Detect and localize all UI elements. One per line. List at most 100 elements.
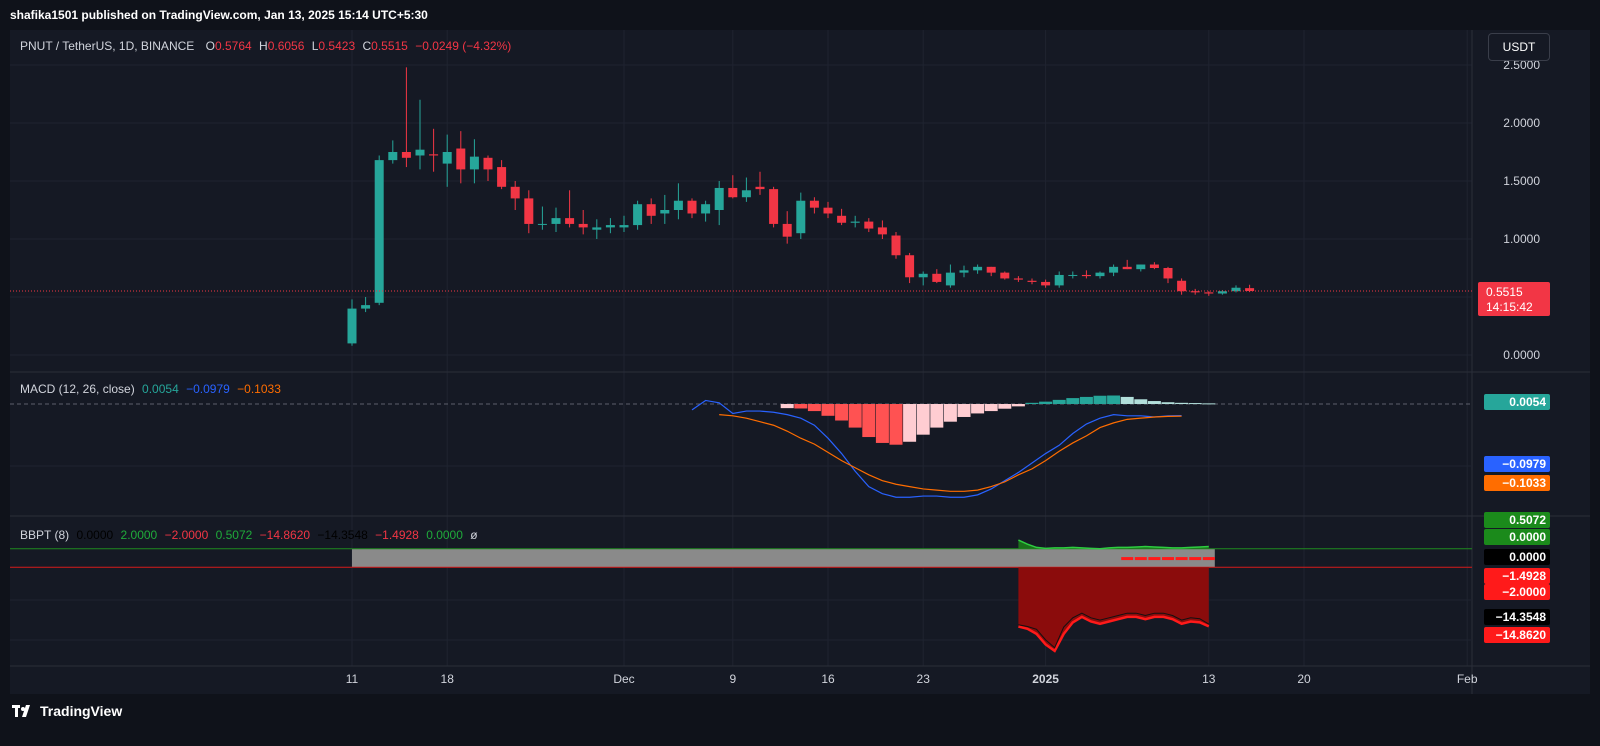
- symbol-name[interactable]: PNUT / TetherUS, 1D, BINANCE: [20, 39, 195, 53]
- bbpt-badge-bear-label: −14.8620: [1496, 628, 1547, 642]
- candle-body: [1177, 280, 1187, 292]
- bbpt-badge-bear: [1484, 627, 1550, 643]
- candle-body: [456, 148, 466, 170]
- candle-body: [592, 227, 602, 230]
- grid-lines: [10, 30, 1590, 694]
- signal-line-badge: [1484, 475, 1550, 491]
- macd-histogram-bar: [794, 404, 808, 409]
- signal-line-badge-label: −0.1033: [1502, 476, 1546, 490]
- candle-body: [986, 266, 996, 273]
- low-value: 0.5423: [318, 39, 356, 53]
- bar-countdown-value: 14:15:42: [1486, 300, 1533, 314]
- bbpt-value: 2.0000: [120, 528, 158, 542]
- macd-line-value: −0.0979: [186, 382, 230, 396]
- bbpt-value: −2.0000: [164, 528, 209, 542]
- macd-histogram-bar: [1052, 399, 1066, 404]
- candle-body: [864, 221, 874, 229]
- candle-body: [565, 218, 575, 224]
- bbpt-legend: BBPT (8) 0.0000 2.0000 −2.0000 0.5072 −1…: [20, 528, 482, 542]
- time-axis-tick-label: 23: [917, 672, 931, 686]
- candle-body: [1163, 268, 1173, 279]
- current-price-value: 0.5515: [1486, 285, 1523, 299]
- bbpt-badge-line-label: −14.3548: [1496, 610, 1547, 624]
- candle-body: [1149, 264, 1159, 268]
- macd-legend: MACD (12, 26, close) 0.0054 −0.0979 −0.1…: [20, 382, 285, 396]
- chart-frame[interactable]: 2.50002.00001.50001.00000.50000.00000.55…: [10, 30, 1590, 694]
- macd-histogram-bar: [1107, 395, 1121, 404]
- candle-body: [701, 204, 711, 214]
- candle-body: [374, 160, 384, 303]
- candle-body: [347, 308, 357, 344]
- candle-body: [687, 200, 697, 214]
- macd-histogram-bar: [998, 404, 1012, 409]
- candle-body: [1231, 287, 1241, 292]
- candle-body: [605, 225, 615, 228]
- candle-body: [1095, 272, 1105, 277]
- price-pane: [10, 67, 1472, 346]
- macd-histogram-bar: [1175, 402, 1189, 404]
- candle-body: [905, 255, 915, 278]
- candle-body: [673, 200, 683, 210]
- brand[interactable]: TradingView: [12, 703, 122, 719]
- candle-body: [891, 235, 901, 256]
- candle-body: [837, 215, 847, 223]
- candle-body: [1136, 264, 1146, 270]
- open-label: O: [205, 39, 215, 53]
- macd-pane: [10, 395, 1472, 498]
- change-value: −0.0249 (−4.32%): [415, 39, 512, 53]
- chart-canvas[interactable]: 2.50002.00001.50001.00000.50000.00000.55…: [10, 30, 1590, 694]
- macd-histogram-bar: [1202, 403, 1216, 405]
- candle-body: [945, 272, 955, 286]
- candle-body: [1013, 278, 1023, 280]
- bbpt-pane: [10, 539, 1472, 653]
- bbpt-badge-diff-label: −1.4928: [1502, 569, 1546, 583]
- symbol-legend: PNUT / TetherUS, 1D, BINANCE O0.5764 H0.…: [20, 39, 515, 53]
- bbpt-signal-bar: [1189, 557, 1202, 561]
- time-axis-tick-label: 11: [346, 672, 359, 686]
- candle-body: [429, 154, 439, 156]
- candle-body: [1081, 274, 1091, 277]
- candle-body: [741, 190, 751, 198]
- macd-signal-value: −0.1033: [237, 382, 281, 396]
- candle-body: [361, 305, 371, 309]
- candle-body: [1190, 291, 1200, 293]
- macd-hist-badge-label: 0.0054: [1509, 395, 1546, 409]
- currency-button[interactable]: USDT: [1488, 33, 1550, 61]
- bbpt-bear-area: [1018, 567, 1209, 651]
- signal-line: [719, 414, 1182, 492]
- candle-body: [959, 270, 969, 273]
- footer: [0, 694, 1600, 746]
- candle-body: [1204, 292, 1214, 294]
- close-value: 0.5515: [371, 39, 408, 53]
- candle-body: [497, 167, 507, 187]
- candle-body: [388, 152, 398, 161]
- candle-body: [782, 223, 792, 237]
- macd-histogram-bar: [807, 404, 821, 412]
- bbpt-signal-bar: [1134, 557, 1147, 561]
- low-label: L: [311, 39, 319, 53]
- bbpt-value: −14.8620: [259, 528, 311, 542]
- macd-histogram-bar: [971, 404, 985, 414]
- bbpt-badge-diff: [1484, 568, 1550, 584]
- bbpt-value: ø: [470, 528, 478, 542]
- macd-histogram-bar: [875, 404, 889, 443]
- candle-body: [578, 223, 588, 228]
- macd-histogram-bar: [835, 404, 849, 421]
- open-value: 0.5764: [214, 39, 252, 53]
- macd-line-badge-label: −0.0979: [1502, 457, 1546, 471]
- price-axis-tick-label: 2.0000: [1503, 116, 1540, 130]
- candle-body: [918, 273, 928, 278]
- bbpt-signal-bar: [1148, 557, 1161, 561]
- macd-hist-value: 0.0054: [142, 382, 179, 396]
- tradingview-logo-icon: [12, 705, 30, 717]
- candle-body: [769, 189, 779, 224]
- price-axis-tick-label: 1.5000: [1503, 174, 1540, 188]
- macd-title[interactable]: MACD (12, 26, close): [20, 382, 135, 396]
- bbpt-title[interactable]: BBPT (8): [20, 528, 70, 542]
- bbpt-signal-bar: [1162, 557, 1174, 561]
- bbpt-value: 0.5072: [215, 528, 253, 542]
- bbpt-bear-line: [1018, 615, 1210, 653]
- candle-body: [415, 149, 425, 156]
- candle-body: [973, 266, 983, 271]
- candle-body: [633, 204, 643, 226]
